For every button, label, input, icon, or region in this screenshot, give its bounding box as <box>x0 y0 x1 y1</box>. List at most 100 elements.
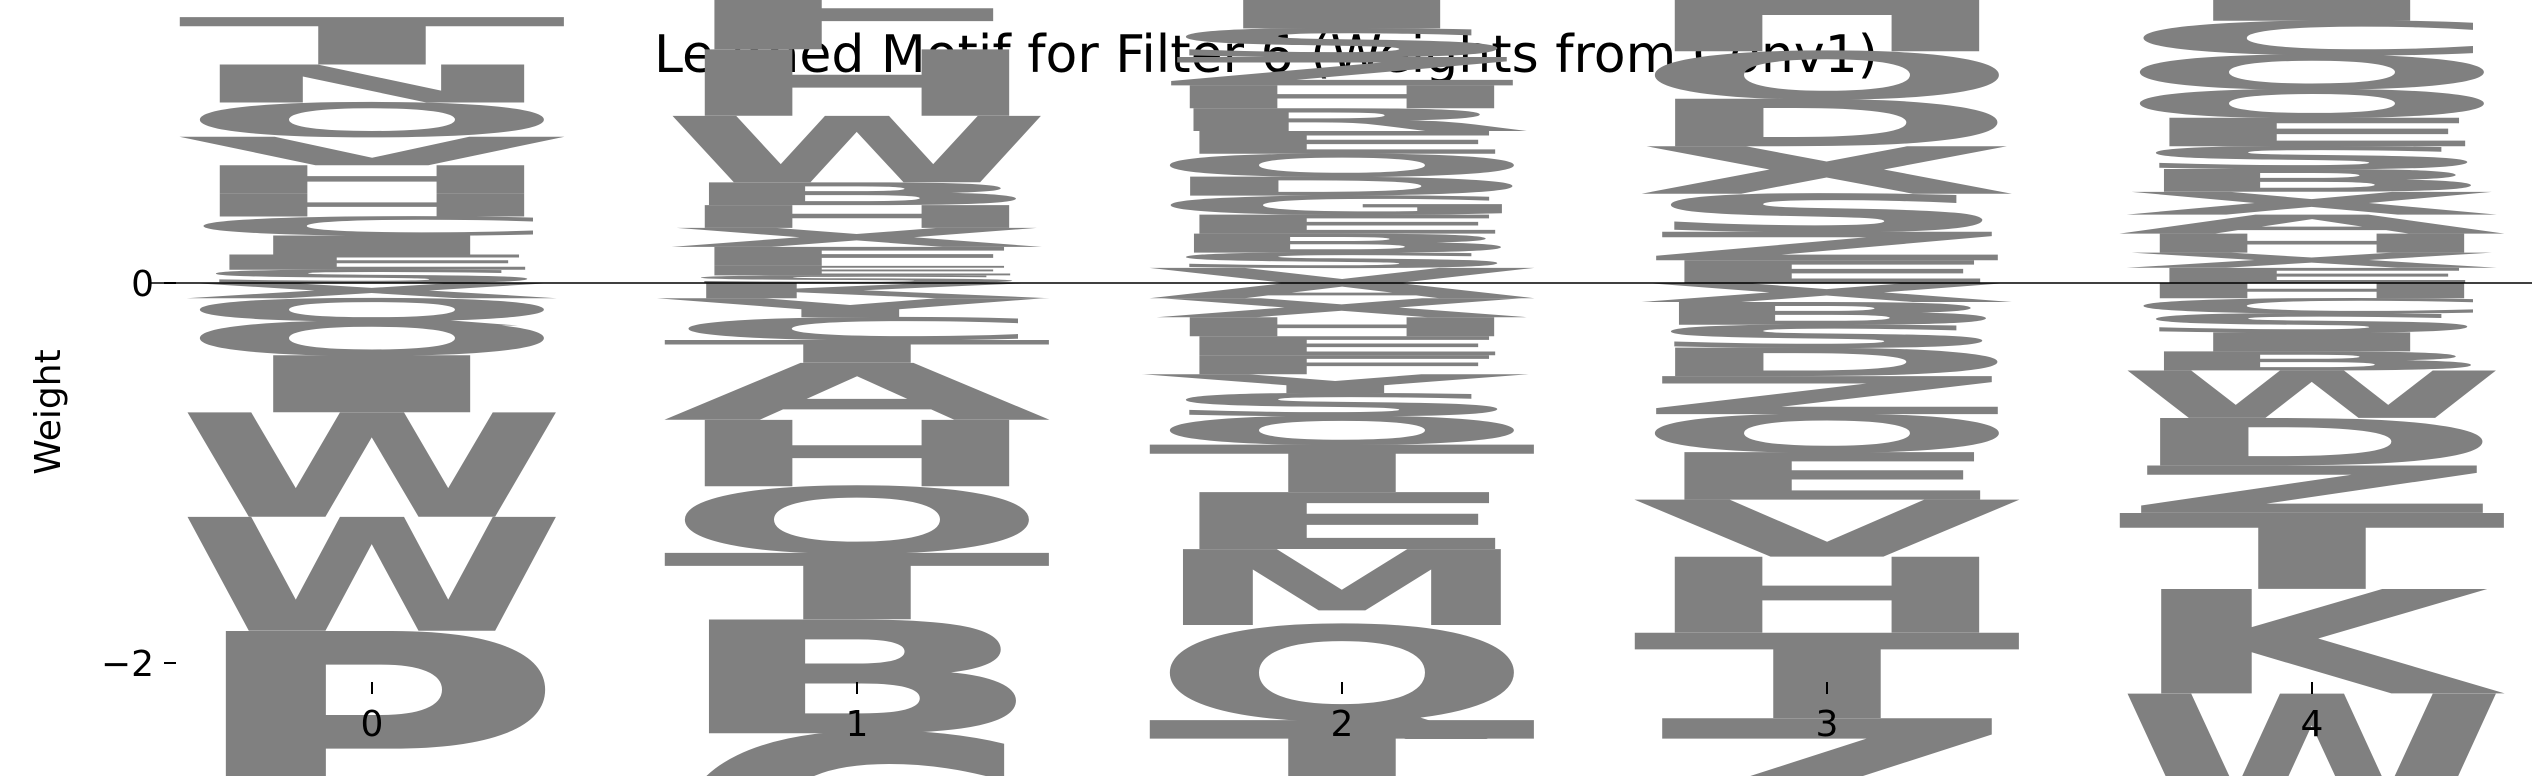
logo-letter-pos-0-4: H <box>177 188 567 224</box>
logo-letter-pos-4-3: A <box>2117 210 2511 240</box>
logo-letter-neg-3-2: S <box>1632 319 2022 355</box>
logo-letter-pos-4-7: E <box>2117 110 2507 155</box>
logo-letter-pos-2-9: H <box>1147 79 1537 115</box>
logo-letter-pos-3-1: Z <box>1632 224 2022 269</box>
logo-letter-pos-0-3: C <box>177 211 567 241</box>
logo-letter-pos-0-1: E <box>177 250 567 274</box>
logo-letter-pos-0-5: H <box>177 157 567 202</box>
logo-letter-neg-4-3: I <box>2117 327 2507 357</box>
logo-letter-pos-2-12: I <box>1147 0 1537 47</box>
x-tick-label-2: 2 <box>1331 704 1354 745</box>
logo-letter-neg-0-5: W <box>177 486 567 668</box>
logo-letter-neg-3-3: D <box>1632 340 2022 385</box>
logo-letter-pos-3-0: E <box>1632 254 2022 290</box>
logo-letter-pos-0-2: I <box>177 230 567 260</box>
logo-letter-neg-4-8: T <box>2117 492 2510 613</box>
logo-letter-neg-3-7: V <box>1632 484 2026 575</box>
y-tick-label-1: −2 <box>101 644 154 685</box>
logo-letter-pos-4-8: O <box>2117 81 2507 126</box>
logo-letter-pos-2-2: B <box>1147 229 1537 259</box>
logo-letter-neg-3-1: B <box>1632 296 2022 332</box>
logo-letter-neg-3-6: E <box>1632 439 2022 515</box>
logo-letter-pos-1-6: W <box>662 98 1052 204</box>
y-tick-label-0: 0 <box>131 264 154 305</box>
x-tick-label-3: 3 <box>1816 704 1839 745</box>
logo-letter-pos-1-5: B <box>662 176 1052 212</box>
logo-letter-neg-3-9: T <box>1632 610 2025 746</box>
logo-letter-neg-1-2: C <box>662 311 1052 347</box>
logo-letter-neg-0-4: W <box>177 384 567 551</box>
logo-letter-neg-3-4: Z <box>1632 366 2022 427</box>
logo-letter-neg-2-7: O <box>1147 408 1537 453</box>
logo-letter-pos-1-8: F <box>662 0 1052 71</box>
logo-letter-neg-4-10: W <box>2117 658 2507 776</box>
logo-letter-neg-0-3: I <box>177 340 567 431</box>
logo-letter-neg-2-2: H <box>1147 312 1537 342</box>
logo-letter-neg-2-3: E <box>1147 331 1537 361</box>
logo-letter-pos-4-4: X <box>2117 186 2507 222</box>
logo-letter-neg-2-5: Y <box>1139 369 1529 399</box>
logo-letter-pos-3-3: X <box>1632 133 2022 209</box>
plot-area: SEICHHVONTXQOIWWPSEFXHBWHFKYCTAHOTBGVSBE… <box>150 0 2532 776</box>
logo-letter-pos-4-0: E <box>2117 264 2507 288</box>
logo-letter-neg-0-1: Q <box>177 292 567 328</box>
logo-letter-pos-2-1: S <box>1147 249 1537 273</box>
logo-letter-pos-2-7: E <box>1147 125 1537 161</box>
logo-letter-pos-0-9: T <box>177 4 570 80</box>
logo-letter-neg-2-1: X <box>1147 293 1537 323</box>
logo-letter-neg-4-4: B <box>2117 346 2507 376</box>
logo-letter-pos-2-11: S <box>1147 21 1537 66</box>
y-axis: 0−2−4 <box>101 264 176 685</box>
x-tick-label-1: 1 <box>846 704 869 745</box>
logo-letter-neg-2-10: M <box>1147 528 1537 649</box>
logo-letter-neg-1-8: B <box>662 589 1052 771</box>
logo-letter-neg-4-9: K <box>2117 560 2508 727</box>
logo-letter-neg-3-8: H <box>1632 536 2022 657</box>
logo-letter-neg-2-4: F <box>1147 350 1537 380</box>
logo-letter-pos-1-4: H <box>662 199 1052 235</box>
logo-letter-pos-2-0: V <box>1147 264 1541 288</box>
chart-title: Learned Motif for Filter 6 (Weights from… <box>654 25 1878 85</box>
logo-letter-neg-2-12: T <box>1147 694 1540 776</box>
logo-letter-neg-2-11: Q <box>1147 599 1537 751</box>
logo-letter-neg-2-6: S <box>1147 387 1537 423</box>
logo-letter-neg-2-9: E <box>1147 477 1537 568</box>
logo-letter-pos-2-6: O <box>1147 148 1537 184</box>
logo-letter-pos-4-6: S <box>2117 140 2507 176</box>
logo-letter-neg-4-2: S <box>2117 308 2507 338</box>
logo-letter-neg-1-5: H <box>662 402 1052 508</box>
logo-letter-neg-1-9: G <box>662 685 1052 776</box>
logo-letter-neg-0-6: P <box>177 582 567 776</box>
logo-letter-pos-0-6: V <box>177 129 571 174</box>
logo-letter-pos-4-1: X <box>2117 249 2507 273</box>
logo-letter-pos-2-5: D <box>1147 172 1537 202</box>
logo-letter-pos-3-5: O <box>1632 39 2022 115</box>
logo-letter-pos-4-2: H <box>2117 228 2507 258</box>
logo-letter-pos-4-9: O <box>2117 46 2507 101</box>
logo-letter-neg-1-6: O <box>662 468 1052 574</box>
logo-letter-neg-2-8: T <box>1147 432 1540 508</box>
x-tick-label-4: 4 <box>2301 704 2324 745</box>
logo-letter-pos-1-2: F <box>662 242 1052 272</box>
logo-letter-pos-0-0: S <box>177 266 567 287</box>
logo-letter-neg-3-5: O <box>1632 404 2022 465</box>
logo-letter-neg-1-1: Y <box>654 293 1044 323</box>
logo-letter-pos-4-5: B <box>2117 163 2507 199</box>
logo-letter-pos-1-3: X <box>662 223 1052 253</box>
logo-letter-neg-1-3: T <box>662 334 1055 370</box>
logo-letter-neg-1-7: T <box>662 535 1055 641</box>
logo-letter-neg-4-5: W <box>2117 357 2507 433</box>
logo-letter-pos-1-7: H <box>662 31 1052 137</box>
logo-letter-pos-2-3: E <box>1147 210 1537 240</box>
logo-letter-pos-3-4: D <box>1632 86 2022 162</box>
logo-letter-pos-2-4: G <box>1147 191 1537 221</box>
y-axis-label: Weight <box>28 349 69 474</box>
logo-letter-neg-0-2: O <box>177 312 567 367</box>
x-tick-label-0: 0 <box>361 704 384 745</box>
logo-letter-pos-3-2: S <box>1632 183 2022 244</box>
logo-letter-neg-3-10: Z <box>1632 690 2022 776</box>
logo-letter-pos-2-8: R <box>1147 102 1537 138</box>
logo-letter-pos-3-6: H <box>1632 0 2022 79</box>
logo-letter-neg-1-4: A <box>662 347 1056 438</box>
logo-letter-pos-4-10: C <box>2117 12 2507 67</box>
